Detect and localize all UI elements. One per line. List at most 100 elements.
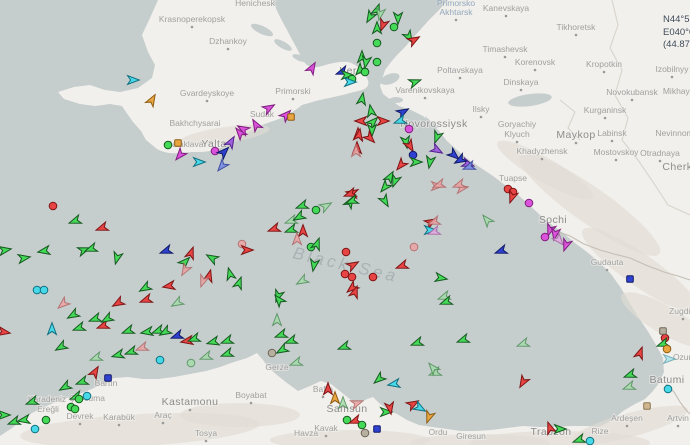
vessel-marker[interactable]: [409, 335, 426, 349]
vessel-marker[interactable]: [294, 198, 311, 212]
vessel-marker[interactable]: [336, 339, 353, 353]
vessel-marker[interactable]: [455, 332, 472, 346]
vessel-marker[interactable]: [215, 144, 231, 161]
vessel-marker[interactable]: [240, 244, 255, 256]
vessel-marker[interactable]: [361, 129, 377, 145]
vessel-marker[interactable]: [553, 423, 568, 435]
vessel-marker[interactable]: [352, 127, 365, 143]
vessel-marker[interactable]: [161, 279, 177, 292]
vessel-marker[interactable]: [249, 117, 265, 134]
vessel-marker[interactable]: [235, 122, 252, 138]
vessel-marker[interactable]: [186, 358, 196, 368]
vessel-marker[interactable]: [36, 244, 52, 257]
vessel-marker[interactable]: [353, 115, 368, 127]
vessel-marker[interactable]: [411, 399, 428, 414]
vessel-marker[interactable]: [46, 321, 58, 336]
vessel-marker[interactable]: [340, 269, 350, 279]
vessel-marker[interactable]: [344, 193, 361, 207]
vessel-marker[interactable]: [0, 409, 12, 421]
vessel-marker[interactable]: [169, 294, 186, 309]
vessel-marker[interactable]: [361, 54, 373, 70]
vessel-marker[interactable]: [375, 6, 387, 22]
vessel-marker[interactable]: [405, 33, 422, 49]
vessel-marker[interactable]: [260, 101, 277, 117]
vessel-marker[interactable]: [355, 91, 368, 107]
vessel-marker[interactable]: [86, 364, 101, 381]
vessel-marker[interactable]: [381, 169, 396, 186]
vessel-marker[interactable]: [39, 285, 49, 295]
vessel-marker[interactable]: [48, 201, 58, 211]
vessel-marker[interactable]: [0, 245, 13, 257]
vessel-marker[interactable]: [6, 414, 23, 428]
vessel-marker[interactable]: [360, 67, 370, 77]
vessel-marker[interactable]: [426, 214, 443, 228]
vessel-marker[interactable]: [67, 213, 84, 227]
vessel-marker[interactable]: [57, 378, 74, 393]
vessel-marker[interactable]: [53, 338, 70, 353]
vessel-marker[interactable]: [342, 186, 359, 200]
vessel-marker[interactable]: [524, 198, 534, 208]
vessel-marker[interactable]: [394, 258, 411, 272]
vessel-marker[interactable]: [267, 348, 277, 358]
vessel-marker[interactable]: [169, 328, 186, 342]
vessel-marker[interactable]: [550, 231, 566, 248]
vessel-marker[interactable]: [266, 221, 283, 235]
vessel-marker[interactable]: [373, 425, 381, 433]
vessel-marker[interactable]: [404, 397, 421, 413]
vessel-marker[interactable]: [343, 76, 358, 88]
vessel-marker[interactable]: [357, 420, 367, 430]
vessel-marker[interactable]: [585, 436, 595, 445]
vessel-marker[interactable]: [138, 292, 155, 306]
vessel-marker[interactable]: [337, 395, 349, 410]
vessel-marker[interactable]: [366, 123, 378, 138]
vessel-marker[interactable]: [371, 20, 383, 35]
vessel-marker[interactable]: [137, 279, 154, 294]
vessel-marker[interactable]: [157, 323, 174, 338]
vessel-marker[interactable]: [283, 333, 300, 347]
vessel-marker[interactable]: [74, 374, 91, 388]
vessel-marker[interactable]: [431, 128, 445, 145]
vessel-marker[interactable]: [423, 224, 438, 236]
vessel-marker[interactable]: [425, 154, 437, 170]
vessel-marker[interactable]: [662, 344, 672, 354]
vessel-marker[interactable]: [155, 355, 165, 365]
vessel-marker[interactable]: [372, 57, 382, 67]
vessel-marker[interactable]: [451, 177, 468, 191]
vessel-marker[interactable]: [110, 294, 127, 309]
vessel-marker[interactable]: [173, 146, 189, 163]
vessel-marker[interactable]: [428, 141, 445, 156]
vessel-marker[interactable]: [283, 222, 300, 236]
vessel-marker[interactable]: [82, 391, 92, 401]
vessel-marker[interactable]: [404, 124, 414, 134]
vessel-marker[interactable]: [377, 16, 391, 33]
vessel-marker[interactable]: [540, 232, 550, 242]
vessel-marker[interactable]: [222, 134, 237, 151]
vessel-marker[interactable]: [571, 432, 588, 445]
vessel-marker[interactable]: [143, 92, 158, 109]
vessel-marker[interactable]: [431, 177, 448, 191]
vessel-marker[interactable]: [71, 320, 88, 334]
vessel-marker[interactable]: [550, 226, 562, 242]
vessel-marker[interactable]: [383, 400, 396, 416]
vessel-marker[interactable]: [461, 159, 478, 173]
vessel-marker[interactable]: [360, 428, 370, 438]
vessel-marker[interactable]: [215, 157, 231, 174]
vessel-marker[interactable]: [322, 381, 334, 396]
vessel-marker[interactable]: [480, 212, 496, 229]
vessel-marker[interactable]: [544, 420, 558, 437]
vessel-marker[interactable]: [663, 384, 673, 394]
vessel-marker[interactable]: [178, 261, 194, 278]
vessel-marker[interactable]: [368, 272, 378, 282]
vessel-marker[interactable]: [158, 243, 175, 257]
vessel-marker[interactable]: [394, 156, 410, 173]
vessel-marker[interactable]: [493, 243, 510, 257]
vessel-marker[interactable]: [371, 370, 388, 386]
vessel-marker[interactable]: [309, 236, 323, 253]
vessel-marker[interactable]: [87, 311, 104, 325]
vessel-marker[interactable]: [94, 220, 111, 234]
vessel-marker[interactable]: [291, 231, 303, 246]
vessel-marker[interactable]: [401, 137, 416, 154]
vessel-marker[interactable]: [363, 8, 379, 25]
vessel-marker[interactable]: [364, 114, 380, 131]
